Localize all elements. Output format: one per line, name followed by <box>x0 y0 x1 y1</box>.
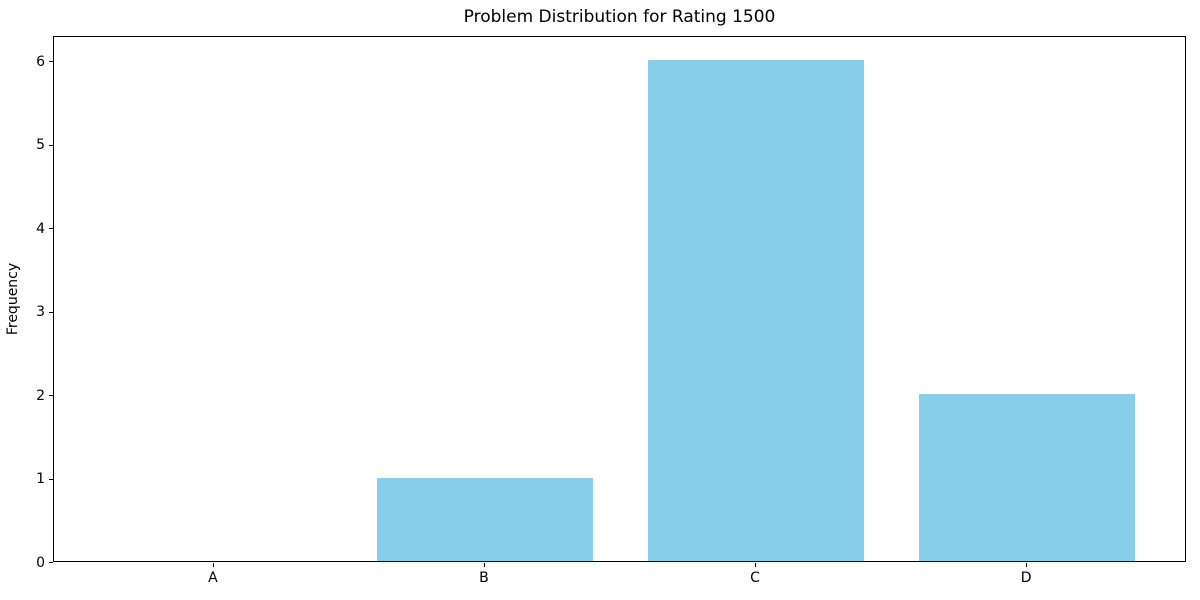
y-tick-label: 0 <box>36 554 45 571</box>
y-tick-label: 4 <box>36 220 45 237</box>
x-tick-mark <box>212 563 214 567</box>
y-tick-mark <box>49 478 53 480</box>
y-tick-mark <box>49 144 53 146</box>
x-tick-label: A <box>208 570 218 586</box>
bar-D <box>918 394 1136 561</box>
y-tick-label: 1 <box>36 471 45 487</box>
x-tick-mark <box>483 563 485 567</box>
y-tick-mark <box>49 61 53 63</box>
y-tick-mark <box>49 311 53 313</box>
bar-C <box>647 60 865 561</box>
x-tick-label: B <box>479 570 489 586</box>
bar-B <box>376 477 594 561</box>
chart-title: Problem Distribution for Rating 1500 <box>463 7 776 27</box>
y-tick-label: 6 <box>36 53 45 70</box>
y-tick-label: 5 <box>36 137 45 154</box>
x-tick-label: C <box>750 570 760 586</box>
x-tick-label: D <box>1020 570 1032 586</box>
y-tick-label: 3 <box>36 304 45 321</box>
y-axis-label: Frequency <box>5 262 21 336</box>
y-tick-mark <box>49 562 53 563</box>
x-tick-mark <box>1026 563 1028 567</box>
y-tick-label: 2 <box>36 387 45 404</box>
plot-area <box>53 36 1186 562</box>
y-tick-mark <box>49 228 53 230</box>
y-tick-mark <box>49 395 53 397</box>
x-tick-mark <box>755 563 757 567</box>
